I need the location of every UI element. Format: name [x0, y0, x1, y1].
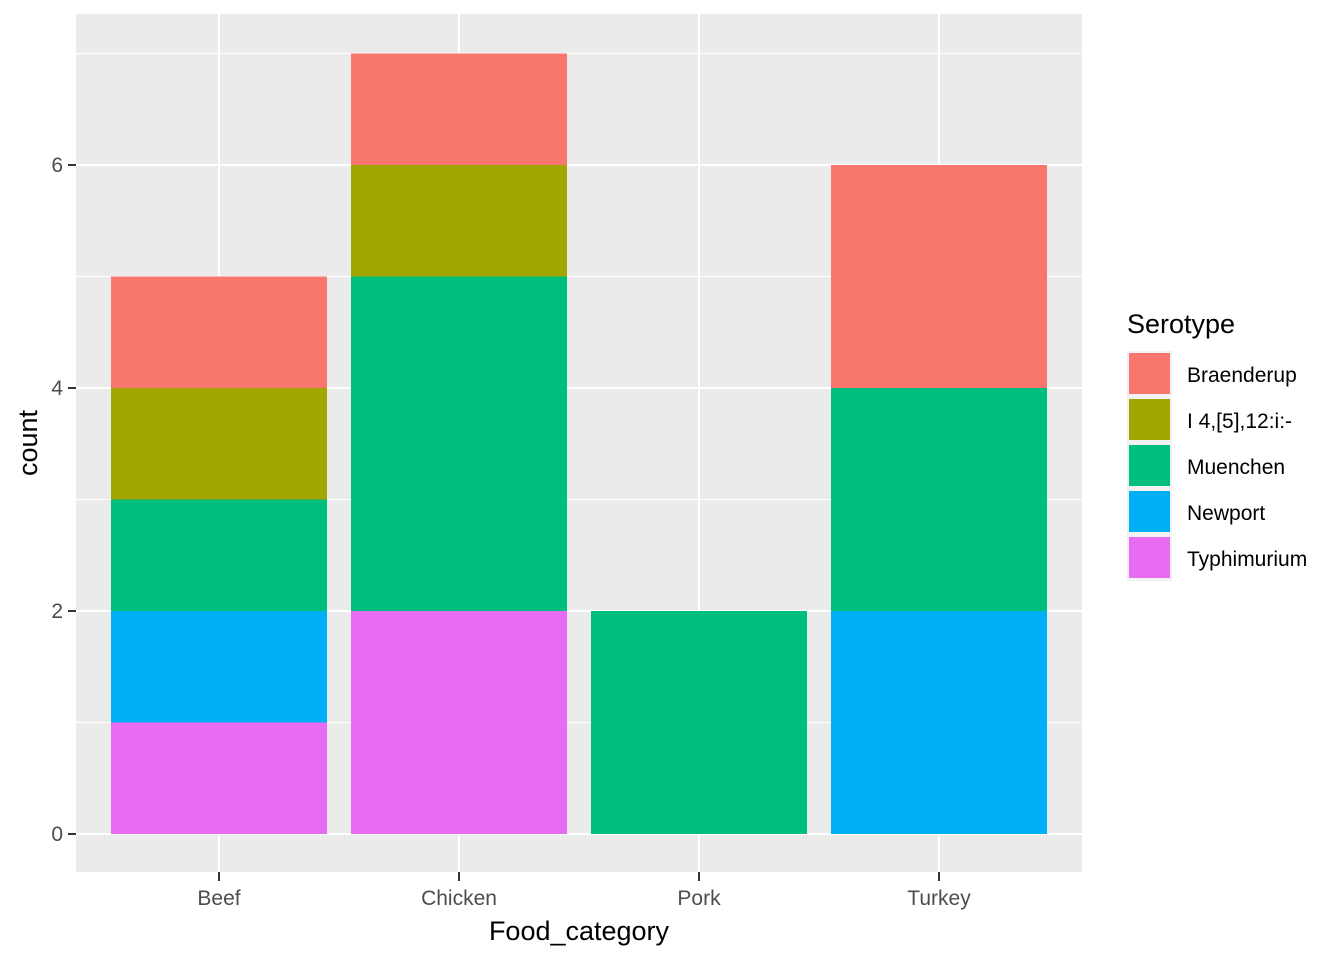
bar-segment-beef-i-4-5-12-i-: [111, 388, 327, 500]
legend-label: I 4,[5],12:i:-: [1187, 410, 1292, 433]
y-axis-title: count: [13, 409, 43, 476]
legend-swatch: [1129, 537, 1170, 578]
legend-title: Serotype: [1127, 309, 1235, 339]
y-tick-label: 4: [51, 377, 63, 400]
y-tick-label: 2: [51, 600, 63, 623]
bar-segment-pork-muenchen: [591, 611, 807, 834]
bar-segment-chicken-typhimurium: [351, 611, 567, 834]
bar-segment-turkey-newport: [831, 611, 1047, 834]
legend-label: Muenchen: [1187, 456, 1285, 479]
legend-label: Typhimurium: [1187, 548, 1307, 571]
x-tick-label: Turkey: [907, 887, 971, 910]
x-tick-label: Chicken: [421, 887, 497, 910]
bar-segment-beef-typhimurium: [111, 722, 327, 834]
legend-swatch: [1129, 399, 1170, 440]
y-tick-label: 0: [51, 823, 63, 846]
legend: Serotype Braenderup I 4,[5],12:i:- Muenche…: [1127, 309, 1307, 581]
legend-label: Newport: [1187, 502, 1265, 525]
bar-segment-beef-muenchen: [111, 499, 327, 611]
legend-label: Braenderup: [1187, 364, 1297, 387]
bar-segment-turkey-braenderup: [831, 165, 1047, 388]
x-tick-label: Beef: [197, 887, 240, 910]
bar-segment-beef-newport: [111, 611, 327, 723]
x-axis-title: Food_category: [489, 916, 670, 946]
legend-swatch: [1129, 445, 1170, 486]
bar-segment-beef-braenderup: [111, 276, 327, 388]
y-tick-label: 6: [51, 154, 63, 177]
legend-swatch: [1129, 491, 1170, 532]
legend-swatch: [1129, 353, 1170, 394]
bar-segment-chicken-braenderup: [351, 53, 567, 165]
x-tick-label: Pork: [677, 887, 721, 910]
bar-segment-chicken-i-4-5-12-i-: [351, 165, 567, 277]
bar-segment-turkey-muenchen: [831, 388, 1047, 611]
bar-segment-chicken-muenchen: [351, 276, 567, 611]
